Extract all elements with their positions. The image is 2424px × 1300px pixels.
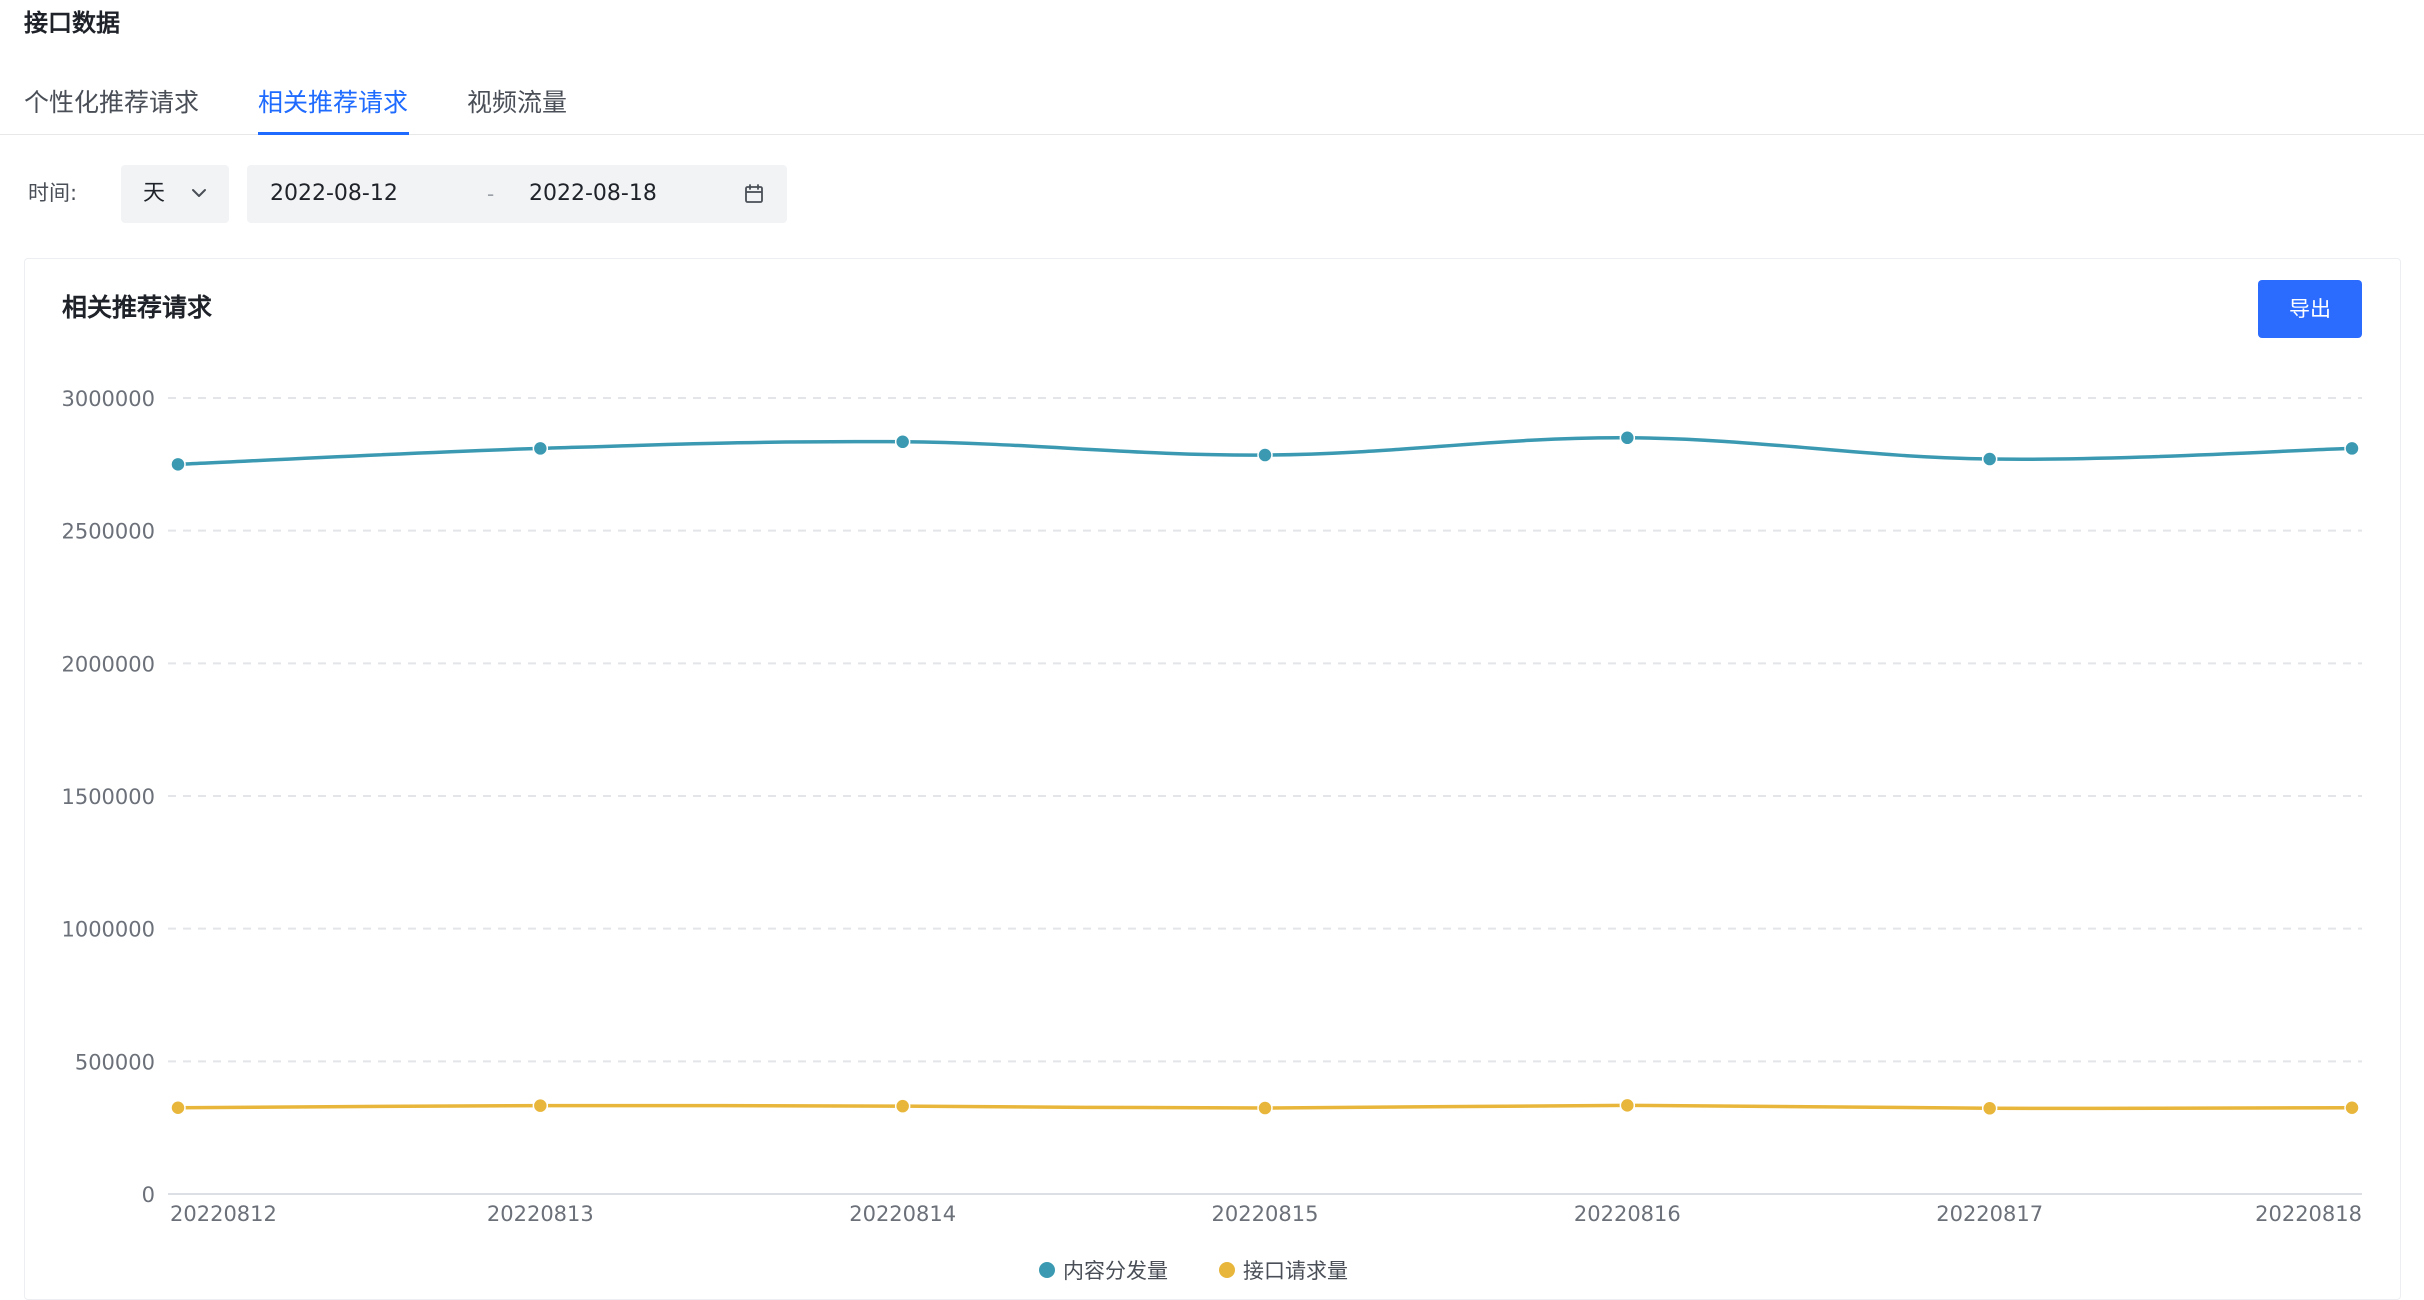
date-range-picker[interactable]: 2022-08-12 - 2022-08-18 <box>247 165 787 223</box>
time-filter-label: 时间: <box>28 181 78 205</box>
tab-related-recommend[interactable]: 相关推荐请求 <box>258 88 409 117</box>
active-tab-indicator <box>258 132 409 135</box>
chart-legend: 内容分发量 接口请求量 <box>0 1256 2424 1286</box>
granularity-select[interactable]: 天 <box>121 165 229 223</box>
y-tick-label: 2000000 <box>61 652 155 676</box>
x-tick-label: 20220818 <box>2255 1202 2362 1226</box>
page-title: 接口数据 <box>24 9 120 37</box>
x-tick-label: 20220814 <box>849 1202 956 1226</box>
tab-bar: 个性化推荐请求 相关推荐请求 视频流量 <box>0 76 2424 135</box>
granularity-value: 天 <box>143 181 166 206</box>
data-point-s1-5 <box>1981 1100 1998 1117</box>
x-tick-label: 20220815 <box>1212 1202 1319 1226</box>
data-point-s0-4 <box>1619 430 1636 446</box>
data-point-s1-3 <box>1257 1100 1273 1116</box>
y-tick-label: 1000000 <box>61 918 155 942</box>
data-point-s1-2 <box>894 1098 911 1114</box>
legend-label-content: 内容分发量 <box>1063 1259 1168 1283</box>
legend-dot-content <box>1039 1262 1055 1278</box>
legend-item-requests[interactable]: 接口请求量 <box>1219 1256 1348 1286</box>
tab-video-traffic[interactable]: 视频流量 <box>467 88 568 117</box>
export-button[interactable]: 导出 <box>2258 280 2362 338</box>
x-tick-label: 20220816 <box>1574 1202 1681 1226</box>
data-point-s1-0 <box>170 1100 186 1116</box>
tab-personalized-recommend[interactable]: 个性化推荐请求 <box>24 88 200 117</box>
y-tick-label: 500000 <box>75 1050 155 1074</box>
data-point-s0-5 <box>1981 451 1998 467</box>
data-point-s1-1 <box>532 1097 549 1114</box>
date-range-separator: - <box>487 182 495 206</box>
y-tick-label: 3000000 <box>61 387 155 411</box>
y-tick-label: 0 <box>142 1183 155 1207</box>
data-point-s1-6 <box>2344 1100 2360 1116</box>
data-point-s0-1 <box>532 440 549 457</box>
x-tick-label: 20220813 <box>487 1202 594 1226</box>
legend-label-requests: 接口请求量 <box>1243 1259 1348 1283</box>
data-point-s0-6 <box>2344 440 2360 457</box>
data-point-s0-2 <box>894 434 911 450</box>
legend-dot-requests <box>1219 1262 1235 1278</box>
data-point-s0-3 <box>1257 447 1273 463</box>
x-tick-label: 20220812 <box>170 1202 277 1226</box>
calendar-icon[interactable] <box>742 182 766 206</box>
end-date-input[interactable]: 2022-08-18 <box>529 181 657 206</box>
y-tick-label: 2500000 <box>61 520 155 544</box>
legend-item-content[interactable]: 内容分发量 <box>1039 1256 1168 1286</box>
data-point-s1-4 <box>1619 1097 1636 1114</box>
y-tick-label: 1500000 <box>61 785 155 809</box>
data-point-s0-0 <box>170 456 186 473</box>
chevron-down-icon <box>192 189 206 197</box>
x-tick-label: 20220817 <box>1936 1202 2043 1226</box>
chart-card-title: 相关推荐请求 <box>62 293 213 322</box>
start-date-input[interactable]: 2022-08-12 <box>270 181 398 206</box>
